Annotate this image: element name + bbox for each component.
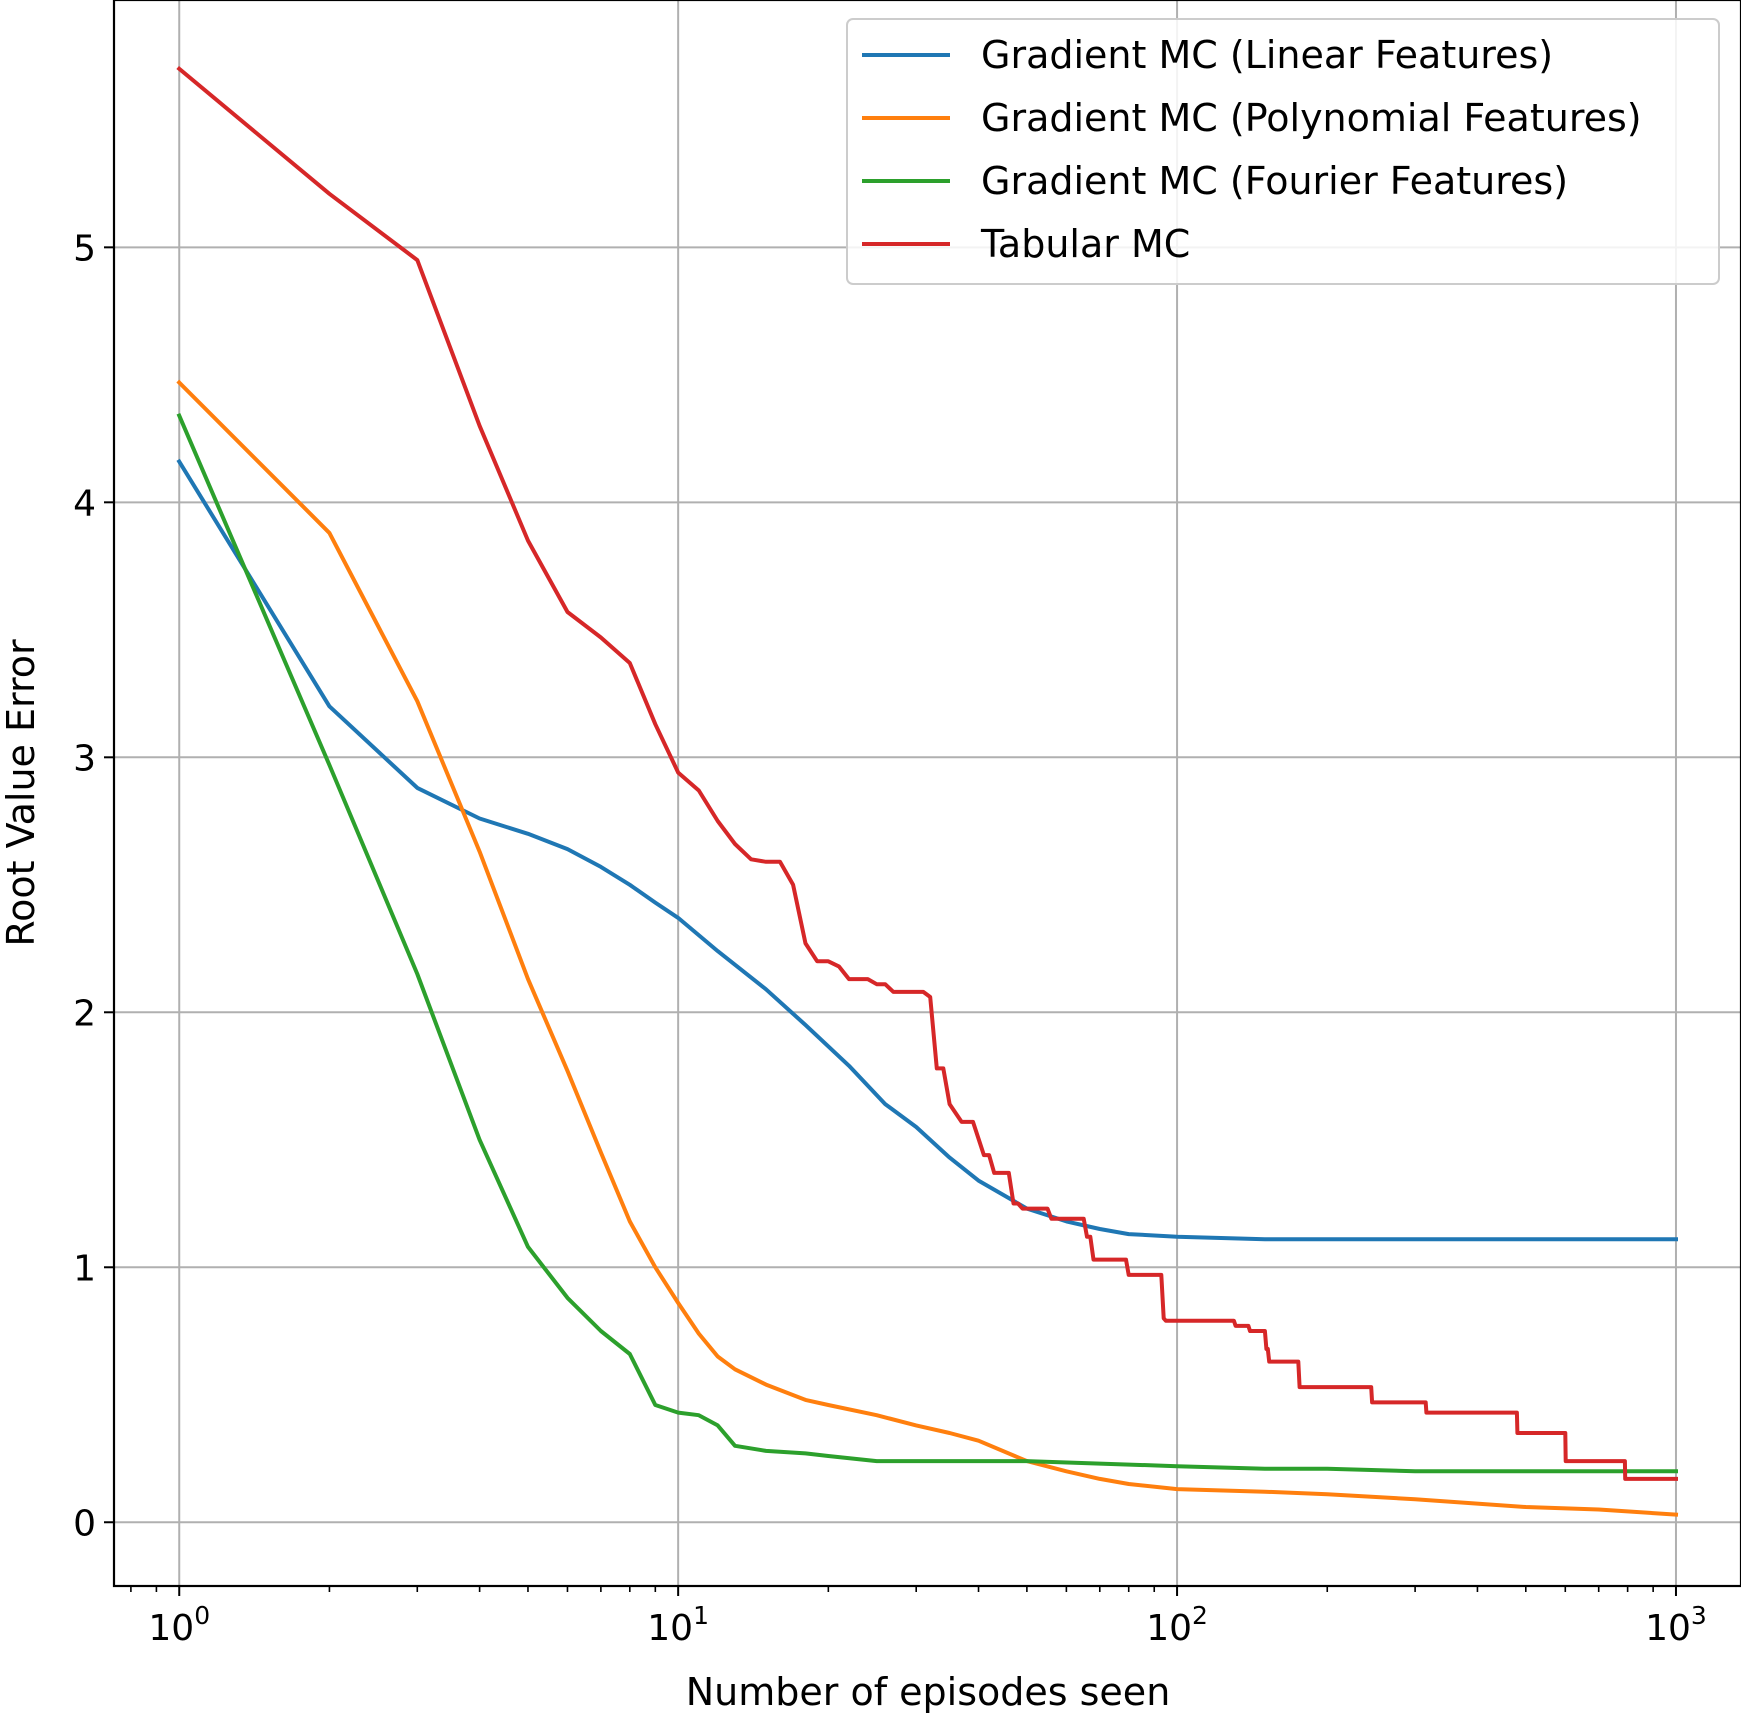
legend-frame [846, 18, 1720, 285]
legend-label-2: Gradient MC (Polynomial Features) [981, 96, 1642, 140]
x-axis-label: Number of episodes seen [686, 1670, 1171, 1714]
legend: Gradient MC (Linear Features) Gradient MC… [846, 18, 1720, 285]
y-tick-label: 5 [73, 228, 96, 269]
x-tick-label: 101 [647, 1601, 709, 1649]
y-tick-label: 1 [73, 1248, 96, 1289]
x-tick-label: 102 [1146, 1601, 1208, 1649]
legend-label-1: Gradient MC (Linear Features) [981, 33, 1553, 77]
series-lines [176, 65, 1679, 1517]
y-tick-label: 0 [73, 1503, 96, 1544]
y-tick-label: 2 [73, 993, 96, 1034]
series-line-3 [176, 412, 1678, 1474]
axis-ticks: 100 101 102 103 0 1 2 3 4 5 [73, 228, 1707, 1649]
series-line-2 [176, 379, 1679, 1517]
y-tick-label: 3 [73, 738, 96, 779]
legend-entries: Gradient MC (Linear Features) Gradient MC… [862, 33, 1642, 266]
legend-label-3: Gradient MC (Fourier Features) [981, 159, 1568, 203]
series-line-1 [176, 458, 1678, 1242]
y-axis-label: Root Value Error [0, 639, 43, 947]
x-minor-ticks [130, 1586, 1654, 1592]
legend-label-4: Tabular MC [980, 222, 1190, 266]
plot-frame [112, 0, 1741, 1588]
y-tick-label: 4 [73, 483, 96, 524]
x-tick-label: 100 [148, 1601, 210, 1649]
x-tick-label: 103 [1645, 1601, 1707, 1649]
series-line-4 [176, 65, 1678, 1481]
